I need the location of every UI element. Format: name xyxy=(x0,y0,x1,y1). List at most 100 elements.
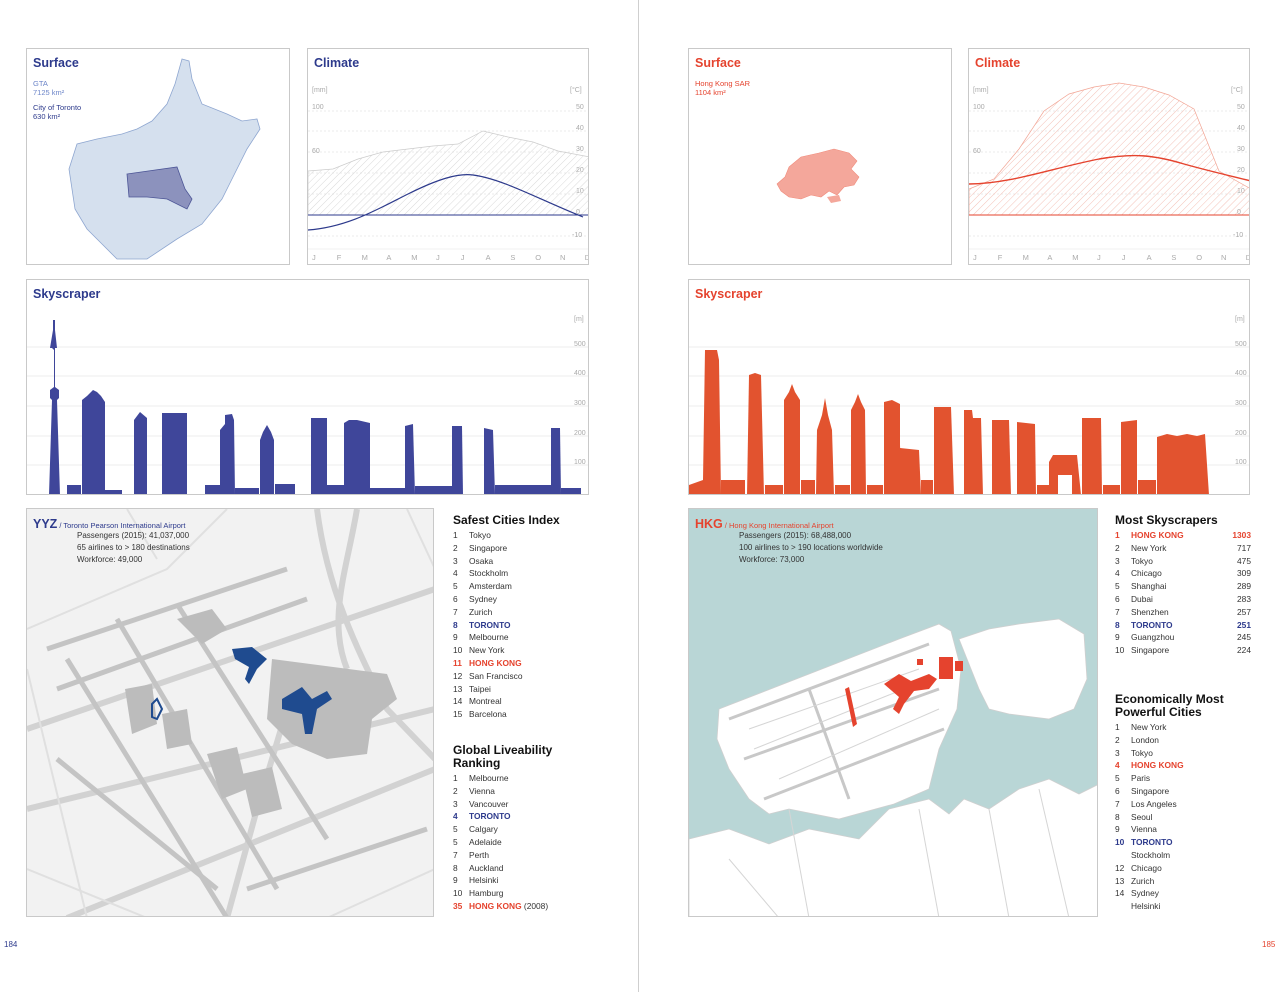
page-number-left: 184 xyxy=(4,940,18,949)
airport-header-hkg: HKG / Hong Kong International Airport xyxy=(695,515,834,533)
city-name: Hamburg xyxy=(469,888,504,899)
ranking-item: 3 Osaka xyxy=(453,555,603,568)
tick-500: 500 xyxy=(1235,341,1247,348)
rank-number: 11 xyxy=(453,657,462,668)
ranking-item: 14 Montreal xyxy=(453,695,603,708)
city-label: City of Toronto xyxy=(33,103,82,112)
ranking-item: Helsinki xyxy=(1115,900,1251,913)
rank-number: 4 xyxy=(1115,568,1120,579)
rank-number: 3 xyxy=(453,798,458,809)
rank-number: 10 xyxy=(453,645,463,656)
hkg-map-drawing xyxy=(689,618,1097,916)
city-name: TORONTO xyxy=(469,619,511,630)
cn-tower xyxy=(49,320,60,494)
rank-number: 2 xyxy=(1115,734,1120,745)
rank-number: 7 xyxy=(1115,606,1120,617)
ranking-item: 4 Stockholm xyxy=(453,567,603,580)
month-label: M xyxy=(1072,253,1078,262)
city-name: Singapore xyxy=(1131,645,1170,656)
airport-stat: 65 airlines to > 180 destinations xyxy=(77,543,190,552)
city-name: Zurich xyxy=(469,606,493,617)
city-name: Helsinki xyxy=(469,875,499,886)
month-label: M xyxy=(411,253,417,262)
city-name: HONG KONG xyxy=(1131,760,1184,771)
surface-panel-hongkong: Surface Hong Kong SAR 1104 km² xyxy=(688,48,952,265)
city-name: Paris xyxy=(1131,773,1151,784)
ranking-item: 5 Shanghai 289 xyxy=(1115,580,1251,593)
ranking-item: 2 New York 717 xyxy=(1115,542,1251,555)
tick-100: 100 xyxy=(1235,459,1247,466)
building-4 xyxy=(220,414,235,494)
city-name: Tokyo xyxy=(469,530,491,540)
yyz-map-drawing xyxy=(27,509,433,916)
rank-number: 10 xyxy=(1115,645,1125,656)
lantau-island xyxy=(689,778,1097,916)
rank-number: 1 xyxy=(453,773,458,783)
rank-number: 9 xyxy=(1115,632,1120,643)
ranking-item: 10 TORONTO xyxy=(1115,836,1251,849)
airport-stat: Workforce: 73,000 xyxy=(739,555,805,564)
building-2 xyxy=(134,412,147,494)
city-name: Chicago xyxy=(1131,568,1162,579)
ranking-item: 8 Auckland xyxy=(453,862,603,875)
rank-number: 5 xyxy=(1115,773,1120,784)
ranking-item: 12 San Francisco xyxy=(453,670,603,683)
surface-title: Surface xyxy=(33,56,79,70)
rank-number: 4 xyxy=(453,811,458,822)
city-name: Sydney xyxy=(1131,888,1159,899)
building-10 xyxy=(484,428,495,494)
climate-title: Climate xyxy=(975,56,1021,70)
unit-m: [m] xyxy=(574,316,584,323)
airport-name: / Hong Kong International Airport xyxy=(724,521,834,530)
rank-number: 8 xyxy=(453,862,458,873)
tick-500: 500 xyxy=(574,341,586,348)
building-first-canadian-place xyxy=(82,390,105,494)
ranking-item: 7 Perth xyxy=(453,849,603,862)
rank-number: 1 xyxy=(1115,530,1120,540)
rank-number: 7 xyxy=(453,849,458,860)
ranking-item: 10 Singapore 224 xyxy=(1115,644,1251,657)
ranking-item: 6 Dubai 283 xyxy=(1115,593,1251,606)
ranking-item: 8 TORONTO xyxy=(453,619,603,632)
rank-number: 13 xyxy=(453,683,463,694)
rank-number xyxy=(1115,849,1131,862)
rank-number: 10 xyxy=(1115,837,1125,848)
city-name: Los Angeles xyxy=(1131,798,1177,809)
rank-number xyxy=(1115,900,1131,913)
rank-number: 10 xyxy=(453,888,463,899)
rank-number: 9 xyxy=(453,632,458,643)
rank-number: 7 xyxy=(1115,798,1120,809)
ranking-safest-cities: Safest Cities Index 1 Tokyo 2 Singapore 3 Osa… xyxy=(453,514,603,721)
city-name: Tokyo xyxy=(1131,555,1153,566)
city-name: HONG KONG xyxy=(469,657,522,668)
building-central-plaza xyxy=(784,384,800,494)
ranking-title: Global Liveability Ranking xyxy=(453,743,553,770)
tick-c-40: 40 xyxy=(576,125,584,132)
city-name: Calgary xyxy=(469,824,498,835)
city-name: London xyxy=(1131,734,1159,745)
building-13 xyxy=(1157,434,1209,494)
ranking-item: 7 Zurich xyxy=(453,606,603,619)
surface-title: Surface xyxy=(695,56,741,70)
page-number-right: 185 xyxy=(1262,940,1276,949)
building-ifc2 xyxy=(747,373,764,494)
rank-number: 4 xyxy=(453,568,458,579)
city-name: New York xyxy=(1131,542,1167,553)
ranking-item: 4 Chicago 309 xyxy=(1115,567,1251,580)
airport-code: YYZ xyxy=(33,517,58,531)
tick-c-30: 30 xyxy=(1237,146,1245,153)
rank-number: 6 xyxy=(1115,785,1120,796)
city-name: New York xyxy=(469,645,505,656)
ranking-item: 9 Guangzhou 245 xyxy=(1115,631,1251,644)
unit-c: [°C] xyxy=(1231,86,1243,94)
rank-number: 14 xyxy=(1115,888,1125,899)
month-label: A xyxy=(1047,253,1052,262)
building-9 xyxy=(1017,422,1036,494)
skyscraper-panel-toronto: Skyscraper [m] 500 400 300 200 100 xyxy=(26,279,589,495)
city-name: New York xyxy=(1131,722,1167,732)
city-name: Barcelona xyxy=(469,709,507,720)
airport-island xyxy=(716,623,962,820)
city-name: Vienna xyxy=(469,785,495,796)
skyscraper-title: Skyscraper xyxy=(33,287,101,301)
rank-number: 3 xyxy=(1115,555,1120,566)
